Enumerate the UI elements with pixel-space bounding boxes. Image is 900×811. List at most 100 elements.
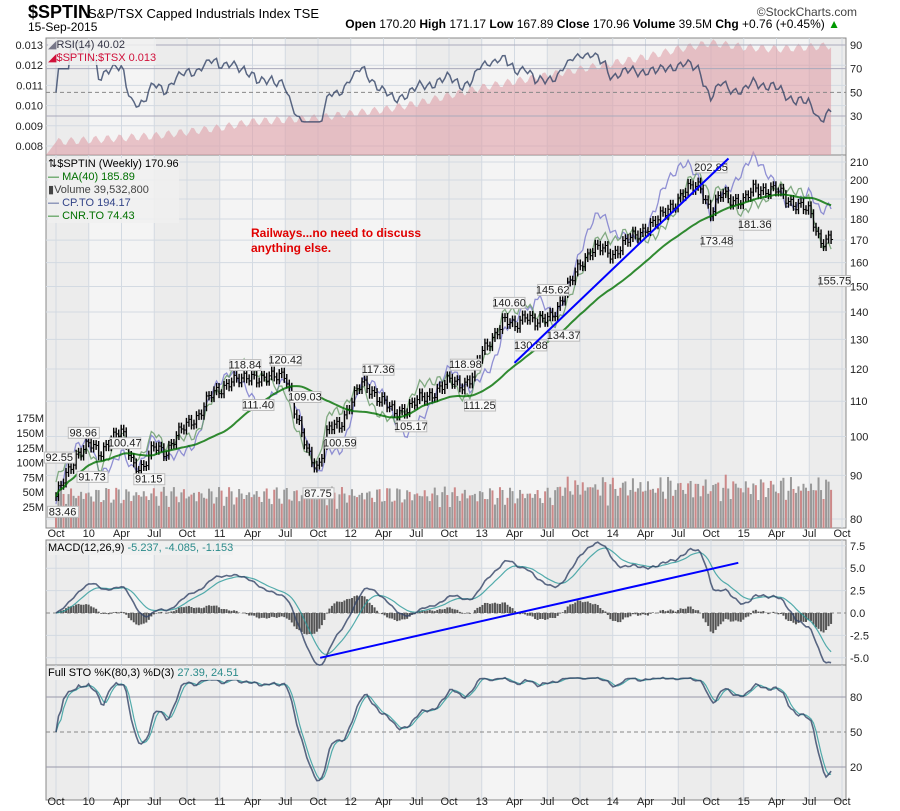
area-icon: ◢: [48, 52, 57, 64]
volume-bar: [777, 493, 780, 528]
volume-bar: [641, 491, 644, 528]
macd-histogram-bar: [456, 609, 459, 613]
ma-legend-item: — MA(40) 185.89: [48, 171, 135, 183]
macd-histogram-bar: [579, 600, 582, 613]
x-tick-label: Jul: [540, 796, 554, 808]
macd-histogram-bar: [544, 613, 547, 620]
volume-bar: [278, 498, 281, 528]
volume-bar: [704, 479, 707, 528]
macd-histogram-bar: [441, 609, 444, 613]
macd-histogram-bar: [423, 610, 426, 613]
volume-bar: [107, 489, 110, 528]
volume-bar: [511, 491, 514, 528]
volume-bar: [584, 490, 587, 528]
volume-value: 39.5M: [678, 17, 713, 31]
rsi-tick-label: 70: [850, 64, 862, 76]
volume-bar: [789, 477, 792, 528]
price-label-box: [269, 354, 302, 367]
macd-histogram-bar: [233, 610, 236, 613]
volume-bar: [667, 476, 670, 528]
volume-bar: [82, 498, 85, 528]
volume-tick-label: 75M: [23, 472, 44, 484]
macd-histogram-bar: [253, 613, 256, 616]
volume-bar: [398, 489, 401, 528]
macd-legend-name: MACD(12,26,9): [48, 542, 125, 554]
volume-bar: [669, 480, 672, 528]
macd-histogram-bar: [461, 613, 464, 614]
volume-bar: [303, 493, 306, 528]
x-tick-label: Oct: [571, 528, 588, 540]
macd-histogram-bar: [506, 604, 509, 613]
volume-bar: [202, 497, 205, 528]
macd-histogram-bar: [401, 613, 404, 620]
macd-histogram-bar: [729, 613, 732, 622]
x-tick-label: Oct: [309, 528, 326, 540]
price-tick-label: 190: [850, 194, 868, 206]
macd-histogram-bar: [539, 613, 542, 619]
macd-histogram-bar: [799, 613, 802, 622]
volume-bar: [243, 498, 246, 528]
macd-histogram-bar: [546, 613, 549, 620]
macd-tick-label: 0.0: [850, 608, 865, 620]
macd-histogram-bar: [340, 601, 343, 613]
macd-histogram-bar: [574, 602, 577, 613]
close-value: 170.96: [592, 17, 630, 31]
volume-bar: [724, 474, 727, 528]
volume-bar: [559, 486, 562, 528]
volume-bar: [471, 495, 474, 528]
macd-histogram-bar: [759, 611, 762, 613]
volume-bar: [453, 487, 456, 528]
volume-bar: [363, 499, 366, 528]
volume-bar: [451, 492, 454, 528]
volume-bar: [626, 495, 629, 528]
macd-legend: MACD(12,26,9) -5.237, -4.085, -1.153: [48, 542, 234, 555]
volume-bar: [353, 495, 356, 528]
volume-bar: [679, 482, 682, 528]
volume-bar: [373, 502, 376, 528]
price-legend-item: ⇅$SPTIN (Weekly) 170.96: [48, 158, 179, 170]
macd-histogram-bar: [298, 613, 301, 631]
macd-histogram-bar: [335, 601, 338, 613]
macd-histogram-bar: [122, 612, 125, 613]
volume-bar: [426, 496, 429, 528]
price-tick-label: 170: [850, 235, 868, 247]
brand-logo: ©StockCharts.com: [756, 5, 857, 19]
macd-histogram-bar: [172, 611, 175, 613]
macd-histogram-bar: [812, 613, 815, 625]
macd-histogram-bar: [815, 613, 818, 628]
macd-histogram-bar: [564, 610, 567, 613]
x-tick-label: Apr: [506, 528, 523, 540]
x-tick-label: Jul: [147, 528, 161, 540]
volume-bar: [366, 492, 369, 528]
volume-bar: [406, 490, 409, 528]
macd-histogram-bar: [491, 603, 494, 613]
volume-bar: [200, 493, 203, 528]
volume-bar: [205, 498, 208, 528]
macd-histogram-bar: [669, 609, 672, 613]
macd-histogram-bar: [428, 609, 431, 613]
volume-bar: [825, 479, 828, 528]
symbol: $SPTIN: [28, 2, 92, 22]
volume-bar: [506, 497, 509, 528]
volume-bar: [185, 498, 188, 528]
volume-bar: [285, 488, 288, 528]
x-tick-label: 11: [214, 796, 225, 808]
low-label: Low: [489, 17, 514, 31]
macd-histogram-bar: [636, 613, 639, 616]
volume-bar: [737, 487, 740, 528]
cp-line: [55, 150, 832, 505]
volume-bar: [576, 484, 579, 528]
macd-histogram-bar: [717, 613, 720, 627]
macd-histogram-bar: [338, 601, 341, 613]
price-legend-text: $SPTIN (Weekly) 170.96: [57, 158, 179, 170]
volume-bar: [87, 492, 90, 528]
volume-bar: [190, 494, 193, 528]
volume-bar: [263, 491, 266, 528]
macd-histogram-bar: [651, 612, 654, 613]
macd-histogram-bar: [684, 608, 687, 613]
macd-histogram-bar: [549, 613, 552, 618]
macd-histogram-bar: [714, 613, 717, 630]
price-label-box: [133, 473, 166, 486]
volume-bar: [238, 489, 241, 528]
macd-histogram-bar: [443, 608, 446, 613]
